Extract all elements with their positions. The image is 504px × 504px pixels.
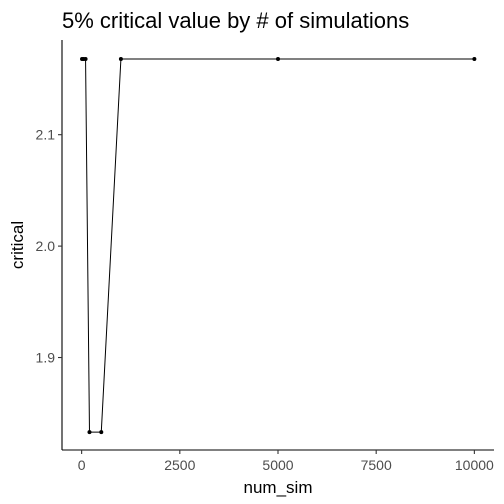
data-point [118, 56, 123, 61]
x-tick-label: 5000 [262, 457, 293, 473]
y-tick-label: 1.9 [36, 350, 56, 366]
data-point [99, 430, 104, 435]
x-tick-label: 2500 [164, 457, 195, 473]
x-tick-label: 10000 [455, 457, 494, 473]
x-tick-label: 0 [78, 457, 86, 473]
data-point [87, 430, 92, 435]
data-point [83, 56, 88, 61]
x-axis: 0 2500 5000 7500 10000 [62, 449, 494, 473]
chart-title: 5% critical value by # of simulations [62, 8, 409, 33]
x-axis-title: num_sim [244, 478, 313, 497]
y-axis: 1.9 2.0 2.1 [36, 40, 63, 450]
plot-area [80, 56, 477, 435]
y-tick-label: 2.1 [36, 127, 56, 143]
x-tick-label: 7500 [361, 457, 392, 473]
data-point [276, 56, 280, 61]
y-tick-label: 2.0 [36, 238, 56, 254]
series-line [82, 58, 475, 433]
y-axis-title: critical [8, 221, 27, 269]
data-point [472, 56, 477, 61]
